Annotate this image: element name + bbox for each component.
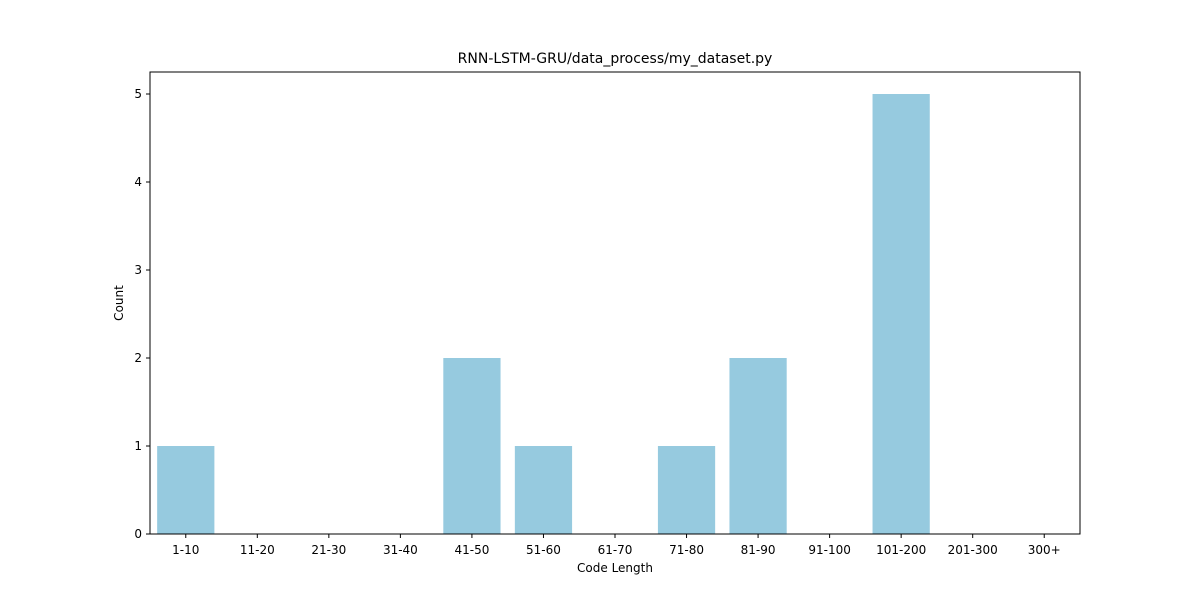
y-tick-label: 3	[134, 263, 142, 277]
y-tick-label: 4	[134, 175, 142, 189]
x-tick-label: 91-100	[808, 543, 851, 557]
y-axis-label: Count	[112, 285, 126, 321]
x-tick-label: 71-80	[669, 543, 704, 557]
x-axis-label: Code Length	[577, 561, 653, 575]
bar-81-90	[729, 358, 787, 534]
x-tick-label: 21-30	[311, 543, 346, 557]
y-tick-label: 5	[134, 87, 142, 101]
x-axis-ticks: 1-10 11-20 21-30 31-40 41-50 51-60 61-70 71-80 8…	[172, 534, 1061, 557]
bar-41-50	[443, 358, 501, 534]
x-tick-label: 31-40	[383, 543, 418, 557]
x-tick-label: 300+	[1028, 543, 1061, 557]
y-tick-label: 0	[134, 527, 142, 541]
y-axis-ticks: 0 1 2 3 4 5	[134, 87, 150, 541]
x-tick-label: 101-200	[876, 543, 926, 557]
y-tick-label: 2	[134, 351, 142, 365]
bar-71-80	[657, 446, 716, 534]
x-tick-label: 1-10	[172, 543, 199, 557]
x-tick-label: 11-20	[240, 543, 275, 557]
plot-area-frame	[149, 71, 1081, 535]
bar-51-60	[514, 446, 573, 534]
bars-layer	[157, 94, 930, 534]
bar-1-10	[157, 446, 215, 534]
y-tick-label: 1	[134, 439, 142, 453]
x-tick-label: 61-70	[598, 543, 633, 557]
x-tick-label: 81-90	[741, 543, 776, 557]
x-tick-label: 51-60	[526, 543, 561, 557]
bar-101-200	[872, 94, 930, 534]
chart-title: RNN-LSTM-GRU/data_process/my_dataset.py	[458, 51, 773, 67]
x-tick-label: 201-300	[948, 543, 998, 557]
x-tick-label: 41-50	[454, 543, 489, 557]
